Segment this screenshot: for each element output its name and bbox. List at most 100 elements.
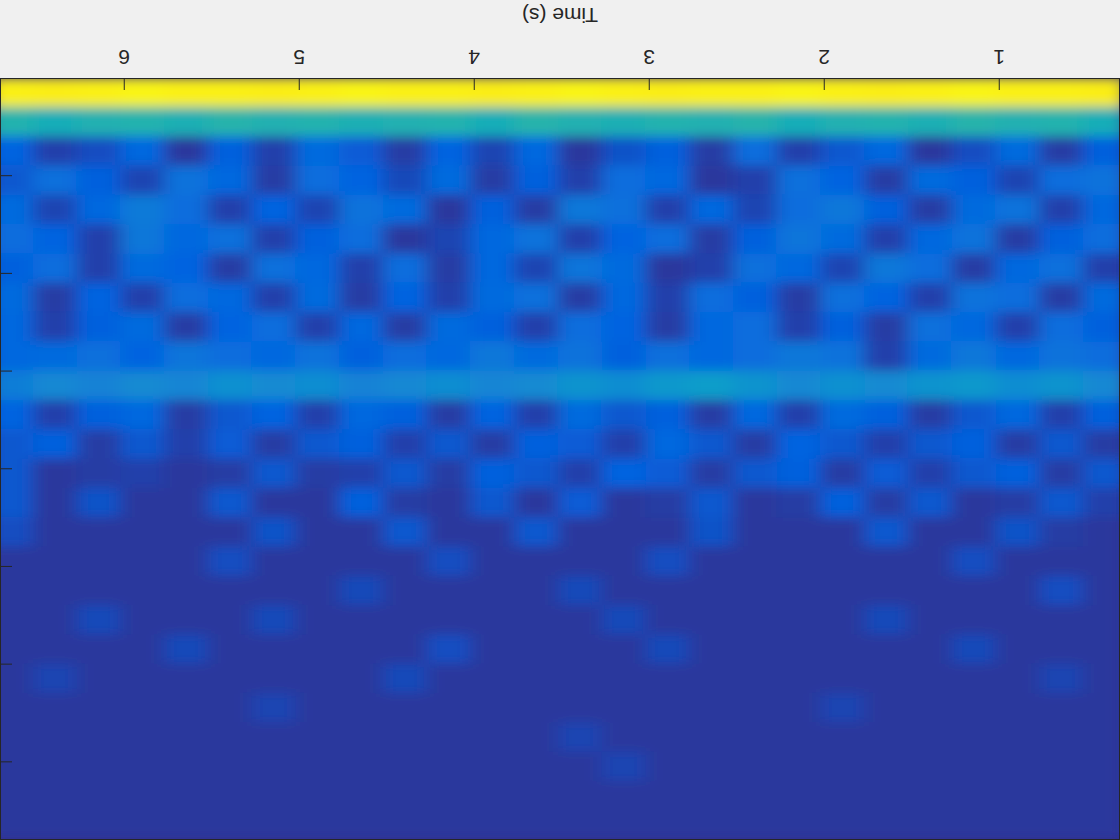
heatmap-cell <box>32 400 77 430</box>
heatmap-cell <box>907 371 952 401</box>
heatmap-cell <box>819 488 864 518</box>
heatmap-cell <box>251 459 296 489</box>
heatmap-cell <box>76 605 121 635</box>
heatmap-cell <box>294 400 339 430</box>
heatmap-cell <box>688 224 733 254</box>
heatmap-cell <box>0 576 33 606</box>
heatmap-cell <box>601 781 646 811</box>
heatmap-cell <box>951 605 996 635</box>
heatmap-cell <box>644 693 689 723</box>
heatmap-cell <box>76 136 121 166</box>
heatmap-cell <box>207 517 252 547</box>
heatmap-cell <box>776 517 821 547</box>
heatmap-cell <box>776 546 821 576</box>
heatmap-cell <box>207 722 252 752</box>
heatmap-cell <box>1082 165 1120 195</box>
heatmap-cell <box>557 517 602 547</box>
heatmap-cell <box>469 810 514 840</box>
heatmap-cell <box>557 576 602 606</box>
heatmap-cell <box>907 400 952 430</box>
heatmap-cell <box>951 664 996 694</box>
heatmap-cell <box>601 224 646 254</box>
heatmap-cell <box>907 253 952 283</box>
heatmap-cell <box>119 693 164 723</box>
heatmap-cell <box>338 195 383 225</box>
heatmap-cell <box>294 429 339 459</box>
heatmap-cell <box>382 781 427 811</box>
heatmap-cell <box>426 488 471 518</box>
heatmap-cell <box>994 107 1039 137</box>
heatmap-cell <box>163 722 208 752</box>
heatmap-cell <box>994 400 1039 430</box>
heatmap-cell <box>382 165 427 195</box>
heatmap-cell <box>907 752 952 782</box>
heatmap-cell <box>163 546 208 576</box>
heatmap-cell <box>819 224 864 254</box>
heatmap-cell <box>819 253 864 283</box>
heatmap-cell <box>426 605 471 635</box>
plot-area <box>0 78 1120 840</box>
heatmap-cell <box>163 693 208 723</box>
heatmap-cell <box>644 546 689 576</box>
heatmap-cell <box>907 283 952 313</box>
heatmap-cell <box>732 810 777 840</box>
heatmap-cell <box>207 693 252 723</box>
heatmap-cell <box>688 78 733 108</box>
heatmap-cell <box>382 634 427 664</box>
heatmap-cell <box>76 341 121 371</box>
heatmap-cell <box>601 253 646 283</box>
heatmap-cell <box>338 517 383 547</box>
heatmap-cell <box>382 283 427 313</box>
heatmap-cell <box>951 634 996 664</box>
heatmap-cell <box>251 341 296 371</box>
heatmap-cell <box>863 136 908 166</box>
heatmap-cell <box>0 341 33 371</box>
heatmap-cell <box>207 107 252 137</box>
heatmap-cell <box>0 459 33 489</box>
heatmap-cell <box>338 810 383 840</box>
heatmap-cell <box>251 517 296 547</box>
heatmap-cell <box>688 664 733 694</box>
heatmap-cell <box>426 312 471 342</box>
heatmap-cell <box>163 195 208 225</box>
heatmap-cell <box>469 165 514 195</box>
heatmap-cell <box>119 224 164 254</box>
heatmap-cell <box>294 136 339 166</box>
heatmap-cell <box>251 664 296 694</box>
heatmap-cell <box>426 136 471 166</box>
plot-frame <box>1 79 1120 840</box>
heatmap-cell <box>513 517 558 547</box>
heatmap-cell <box>0 371 33 401</box>
heatmap-cell <box>557 810 602 840</box>
heatmap-cell <box>601 517 646 547</box>
heatmap-cell <box>0 107 33 137</box>
heatmap-cell <box>994 752 1039 782</box>
heatmap-cell <box>382 107 427 137</box>
heatmap-cell <box>776 781 821 811</box>
heatmap-cell <box>1038 664 1083 694</box>
heatmap-cell <box>994 634 1039 664</box>
heatmap-cell <box>76 693 121 723</box>
heatmap-cell <box>994 283 1039 313</box>
heatmap-cell <box>863 810 908 840</box>
heatmap-cell <box>1038 165 1083 195</box>
heatmap-cell <box>819 312 864 342</box>
heatmap-cell <box>1038 136 1083 166</box>
heatmap-cell <box>426 107 471 137</box>
heatmap-cell <box>163 576 208 606</box>
heatmap-cell <box>644 312 689 342</box>
heatmap-cell <box>732 341 777 371</box>
heatmap-cell <box>1038 459 1083 489</box>
heatmap-cell <box>32 810 77 840</box>
heatmap-cell <box>994 253 1039 283</box>
heatmap-cell <box>119 634 164 664</box>
heatmap-cell <box>557 664 602 694</box>
heatmap-cell <box>426 546 471 576</box>
heatmap-cell <box>994 312 1039 342</box>
heatmap-cell <box>382 605 427 635</box>
heatmap-cell <box>557 165 602 195</box>
heatmap-cell <box>994 810 1039 840</box>
heatmap-cell <box>1082 693 1120 723</box>
heatmap-cell <box>819 78 864 108</box>
heatmap-cell <box>644 752 689 782</box>
